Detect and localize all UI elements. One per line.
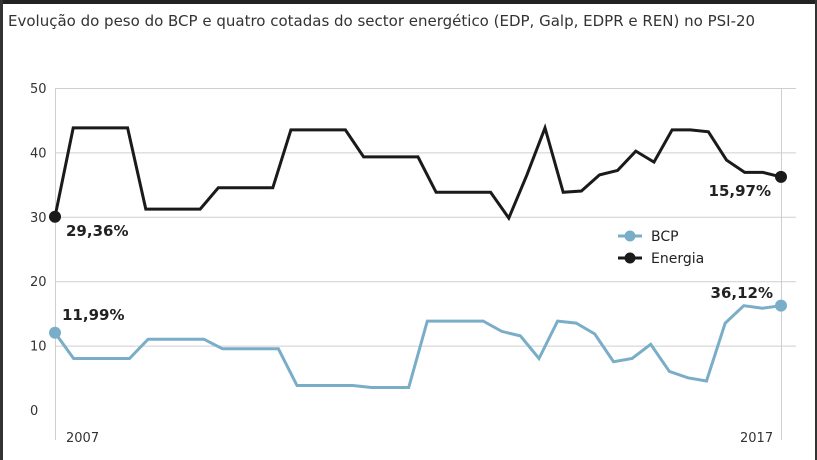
y-tick-label: 30 <box>30 211 47 226</box>
title-strip <box>0 0 817 4</box>
series-line-bcp <box>53 304 782 389</box>
x-tick-label-end: 2017 <box>740 431 773 446</box>
legend-swatch-marker-energia <box>624 252 636 264</box>
series-start-marker-energia <box>49 210 61 223</box>
legend-swatch-marker-bcp <box>624 230 636 242</box>
legend-label-bcp: BCP <box>651 229 679 245</box>
x-tick-label-start: 2007 <box>66 431 99 446</box>
data-label-energia-end: 15,97% <box>709 182 771 200</box>
series-start-marker-bcp <box>49 326 61 339</box>
y-tick-label: 50 <box>30 82 47 97</box>
y-tick-label: 20 <box>30 275 47 290</box>
frame-right-border <box>815 0 817 460</box>
legend-label-energia: Energia <box>651 251 704 267</box>
frame-left-border <box>0 0 3 460</box>
series-line-energia <box>53 123 782 222</box>
series-end-marker-bcp <box>775 299 787 312</box>
y-tick-label: 0 <box>30 404 38 419</box>
data-label-bcp-end: 36,12% <box>711 284 773 302</box>
chart-subtitle: Evolução do peso do BCP e quatro cotadas… <box>8 12 756 30</box>
series-end-marker-energia <box>775 170 787 183</box>
y-tick-label: 10 <box>30 340 47 355</box>
data-label-bcp-start: 11,99% <box>62 306 124 324</box>
y-tick-label: 40 <box>30 146 47 161</box>
data-label-energia-start: 29,36% <box>66 222 128 240</box>
